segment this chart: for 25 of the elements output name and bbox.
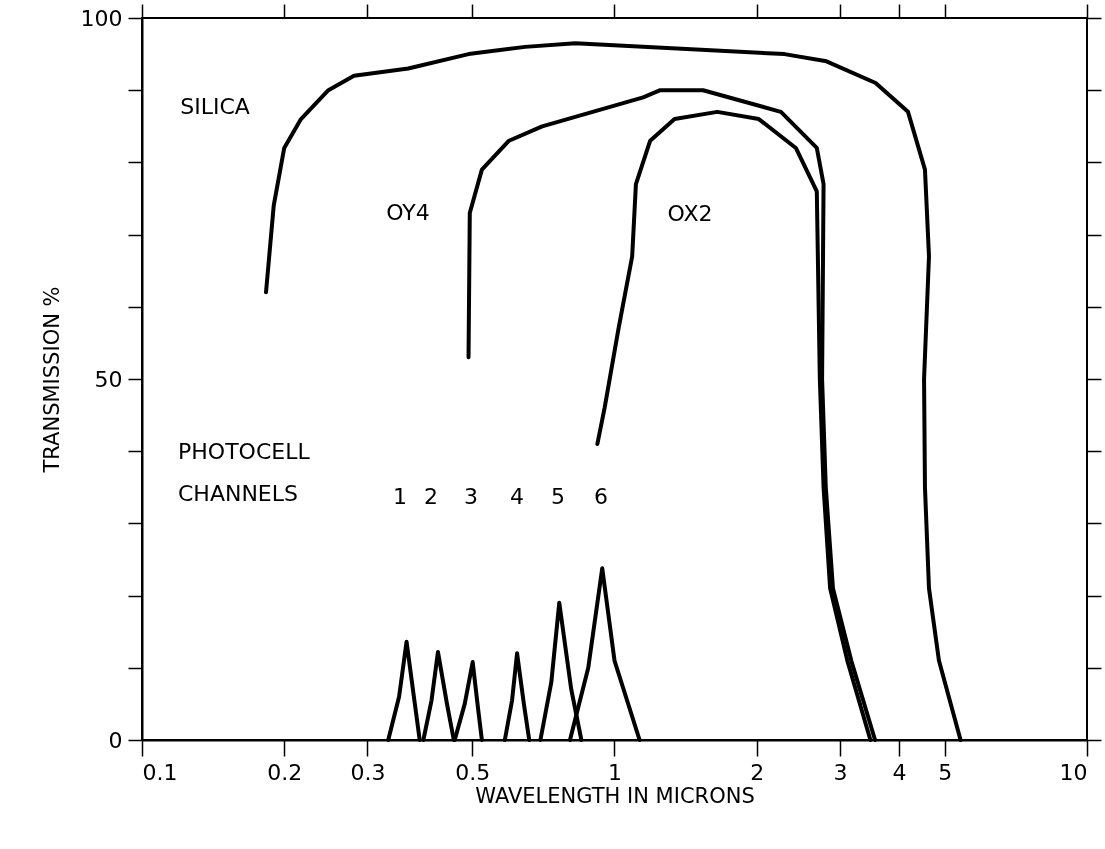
x-tick-label: 0.5	[455, 759, 491, 785]
y-tick-label: 50	[94, 366, 123, 392]
annotation: OX2	[667, 201, 713, 226]
x-tick-label: 2	[750, 759, 765, 785]
x-tick-label: 3	[833, 759, 848, 785]
x-tick-label: 5	[938, 759, 953, 785]
annotation: 2	[424, 484, 438, 509]
y-tick-label: 0	[108, 727, 123, 753]
x-axis-title: WAVELENGTH IN MICRONS	[475, 783, 755, 808]
annotation: OY4	[386, 200, 430, 225]
annotation: 3	[464, 484, 478, 509]
x-tick-label: 4	[892, 759, 907, 785]
y-tick-label: 100	[80, 5, 123, 31]
x-tick-label: 1	[608, 759, 622, 785]
x-tick-label: 0.2	[267, 759, 303, 785]
annotation: 6	[594, 484, 608, 509]
annotation: 1	[393, 484, 407, 509]
x-tick-label: 10	[1059, 759, 1088, 785]
annotation: PHOTOCELL CHANNELS	[178, 439, 311, 506]
annotation: 5	[551, 484, 565, 509]
x-tick-label: 0.1	[142, 759, 178, 785]
annotation: SILICA	[180, 94, 250, 119]
x-tick-label: 0.3	[350, 759, 386, 785]
annotation: 4	[510, 484, 524, 509]
y-axis-title: TRANSMISSION %	[39, 286, 64, 474]
